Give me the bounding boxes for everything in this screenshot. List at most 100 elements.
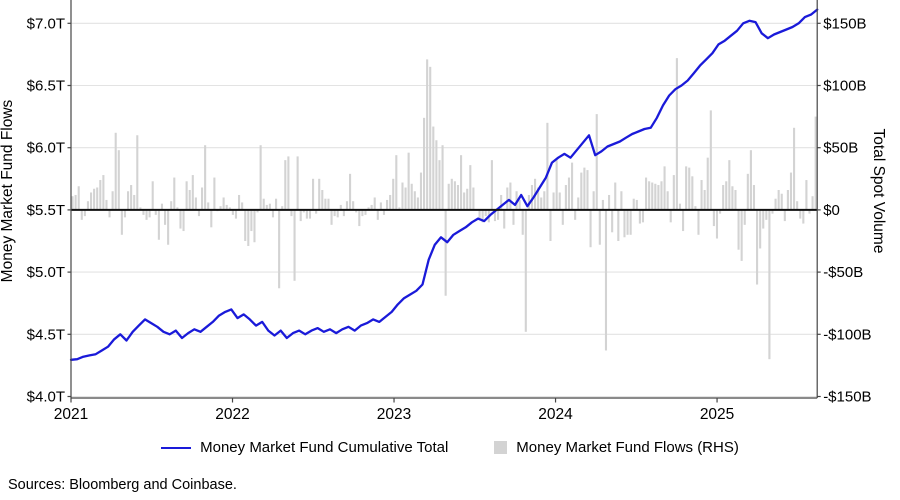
flow-bar: [604, 209, 608, 351]
flow-bar: [173, 177, 176, 210]
flow-bar: [484, 209, 487, 217]
flow-bar: [456, 185, 460, 210]
flow-bar: [617, 209, 620, 241]
flow-bar: [253, 209, 256, 243]
flow-bar: [780, 193, 783, 210]
flow-bar: [234, 209, 238, 219]
flow-bar: [287, 156, 290, 210]
flow-bar: [275, 198, 278, 210]
flow-bar: [746, 173, 749, 210]
flow-bar: [432, 126, 435, 210]
flow-bar: [564, 185, 567, 210]
right-axis-tick-label: -$100B: [823, 326, 871, 343]
flow-bar: [530, 185, 534, 210]
flow-bar: [160, 203, 164, 210]
left-axis-tick-label: $5.0T: [27, 264, 65, 281]
flow-bar: [222, 197, 225, 210]
left-axis-tick-label: $5.5T: [27, 202, 65, 219]
flow-bar: [305, 209, 308, 219]
flow-bar: [312, 178, 315, 210]
flow-bar: [768, 209, 771, 360]
flow-bar: [426, 59, 429, 210]
flow-bar: [709, 110, 712, 210]
flow-bar: [632, 198, 635, 210]
right-axis-tick-label: $0: [823, 202, 840, 219]
flow-bar: [373, 197, 376, 210]
flow-bar: [490, 160, 493, 210]
flow-bar: [786, 189, 789, 210]
flow-bar: [154, 209, 157, 215]
flow-bar: [583, 167, 586, 210]
flow-bar: [83, 209, 86, 217]
flow-bar: [77, 186, 80, 210]
flow-bar: [123, 209, 127, 218]
flow-bar: [663, 166, 666, 210]
flow-bar: [808, 209, 811, 214]
flow-bar: [237, 194, 241, 210]
flow-bar: [638, 209, 641, 224]
flow-bar: [453, 181, 456, 210]
flow-bar: [771, 209, 774, 214]
flow-bar: [204, 145, 207, 210]
flow-bar: [669, 209, 672, 223]
flow-bar: [151, 181, 154, 210]
flow-bar: [524, 209, 527, 332]
flow-bar: [478, 209, 481, 220]
flow-bar: [219, 206, 222, 210]
flow-bar: [327, 198, 330, 210]
flow-bar: [126, 191, 130, 210]
flow-bar: [580, 172, 583, 210]
flow-bar: [130, 185, 133, 210]
flow-bar: [450, 178, 453, 210]
flow-bar: [262, 198, 265, 210]
right-axis-tick-label: $50B: [823, 140, 858, 157]
flow-bar: [814, 116, 817, 210]
left-axis-tick-label: $7.0T: [27, 15, 65, 32]
flow-bar: [577, 197, 580, 210]
flow-bar: [404, 187, 407, 210]
flow-bar: [207, 202, 210, 210]
flow-bar: [318, 178, 321, 210]
flow-bar: [592, 191, 595, 210]
flow-bar: [586, 170, 589, 210]
flow-bar: [543, 191, 546, 210]
flow-bar: [99, 180, 102, 210]
flow-bar: [734, 189, 737, 210]
flow-bar: [361, 209, 364, 217]
flow-bar: [598, 209, 601, 245]
flow-bar: [265, 204, 268, 210]
flow-bar: [170, 201, 173, 210]
flow-bar: [561, 209, 564, 225]
flow-bar: [352, 201, 355, 210]
flow-bar: [213, 177, 216, 210]
flow-bar: [416, 197, 419, 210]
flow-bar: [256, 209, 259, 213]
flow-bar: [793, 127, 796, 210]
flow-bar: [148, 209, 151, 218]
flow-bar: [228, 207, 231, 210]
flow-bar: [435, 140, 438, 210]
flow-bar: [105, 199, 108, 210]
flow-bar: [133, 194, 136, 210]
flow-bar: [398, 207, 401, 210]
flow-bar: [777, 189, 780, 210]
flow-bar: [595, 114, 598, 210]
flow-bar: [389, 194, 392, 210]
flow-bar: [376, 209, 379, 220]
flow-bar: [731, 186, 734, 210]
flow-bar: [330, 209, 333, 225]
left-axis-tick-label: $4.0T: [27, 389, 65, 406]
flow-bar: [537, 187, 540, 210]
flow-bar: [802, 209, 805, 224]
flow-bar: [401, 182, 404, 210]
flow-bar: [315, 209, 318, 214]
left-axis-tick-label: $4.5T: [27, 326, 65, 343]
flow-bar: [765, 209, 768, 220]
flow-bar: [96, 187, 99, 210]
flow-bar: [284, 160, 287, 210]
flow-bar: [114, 132, 117, 210]
flow-bar: [108, 209, 111, 218]
flow-bar: [102, 175, 105, 210]
flow-bar: [703, 189, 706, 210]
